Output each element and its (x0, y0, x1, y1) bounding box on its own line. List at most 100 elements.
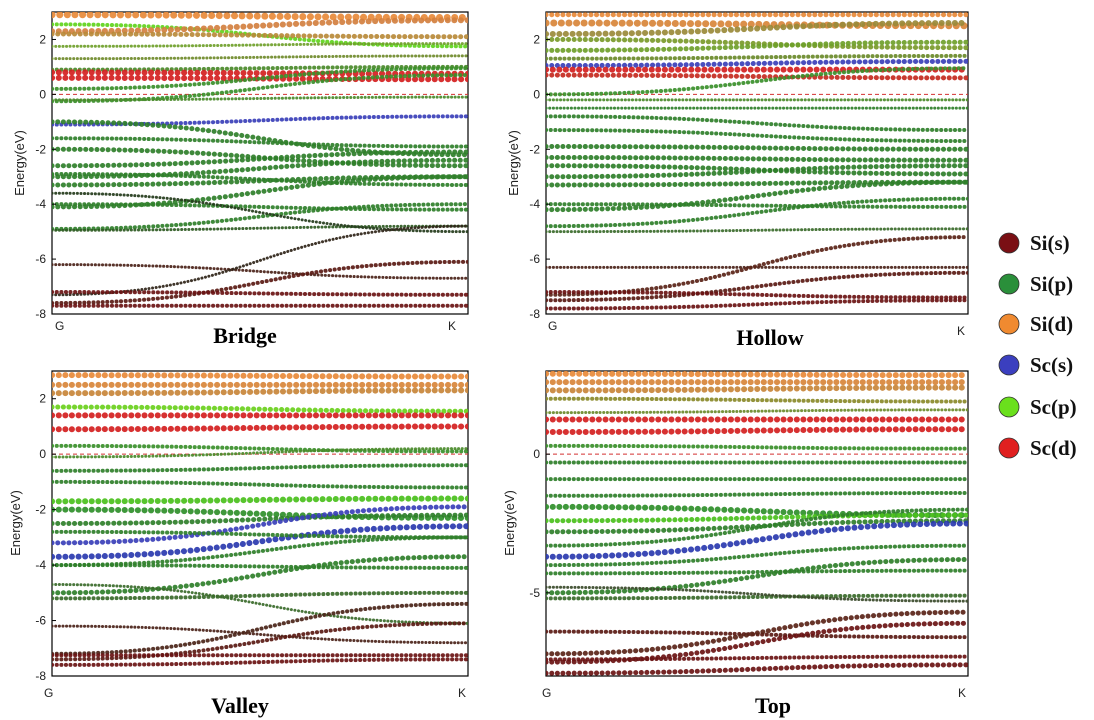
band-line (52, 42, 468, 48)
bands-group (52, 12, 468, 308)
legend-item-si-d: Si(d) (998, 312, 1073, 336)
band-line (52, 601, 468, 656)
band-line (52, 657, 468, 667)
band-line (52, 171, 468, 187)
band-line (52, 202, 468, 231)
y-tick-label: -6 (529, 252, 540, 266)
band-line (546, 371, 968, 379)
legend-label: Sc(d) (1030, 436, 1077, 460)
x-tick-label-g: G (548, 319, 557, 333)
band-line (546, 179, 968, 213)
band-line (546, 443, 968, 451)
bands-group (52, 372, 468, 667)
panel-hollow: Energy(eV) G K Hollow 2 0 -2 -4 -6 -8 (506, 11, 969, 350)
band-line (546, 491, 968, 498)
band-line (52, 31, 468, 40)
y-tick-label: 0 (533, 447, 540, 461)
band-line (52, 95, 468, 102)
band-line (546, 163, 968, 180)
band-line (52, 74, 468, 83)
band-line (52, 463, 468, 473)
x-tick-label-k: K (957, 324, 965, 338)
band-line (546, 520, 968, 560)
y-tick-label: 0 (533, 87, 540, 101)
y-axis-label: Energy(eV) (506, 130, 521, 196)
band-line (546, 290, 968, 300)
legend-label: Si(s) (1030, 231, 1070, 255)
band-line (546, 270, 968, 303)
band-line (52, 66, 468, 91)
band-line (52, 563, 468, 570)
y-tick-label: 2 (39, 392, 46, 406)
band-line (546, 384, 968, 394)
band-line (52, 479, 468, 490)
legend-swatch (998, 273, 1020, 295)
band-line (546, 53, 968, 61)
band-line (546, 39, 968, 53)
x-tick-label-g: G (55, 319, 64, 333)
band-line (52, 529, 468, 540)
band-line (546, 426, 968, 435)
legend: Si(s) Si(p) Si(d) Sc(s) Sc(p) Sc(d) (998, 231, 1077, 460)
band-line (546, 568, 968, 576)
band-line (546, 144, 968, 152)
legend-label: Sc(p) (1030, 395, 1077, 419)
band-line (52, 423, 468, 433)
band-line (546, 620, 968, 665)
x-tick-label-k: K (458, 686, 466, 700)
legend-label: Si(p) (1030, 272, 1073, 296)
band-line (546, 19, 968, 30)
band-line (546, 298, 968, 311)
bands-group (546, 371, 968, 676)
band-line (52, 447, 468, 459)
y-tick-label: -4 (529, 197, 540, 211)
band-line (546, 396, 968, 404)
y-axis-label: Energy(eV) (8, 490, 23, 556)
y-tick-label: -5 (529, 586, 540, 600)
legend-swatch (998, 396, 1020, 418)
band-line (546, 557, 968, 596)
band-line (546, 609, 968, 657)
x-tick-label-k: K (448, 319, 456, 333)
y-tick-label: -6 (35, 252, 46, 266)
legend-swatch (998, 232, 1020, 254)
band-line (546, 408, 968, 415)
legend-item-sc-d: Sc(d) (998, 436, 1077, 460)
band-line (546, 202, 968, 209)
band-line (52, 263, 468, 280)
y-tick-label: 0 (39, 447, 46, 461)
panel-title: Valley (211, 693, 269, 718)
band-line (52, 523, 468, 560)
band-line (52, 621, 468, 662)
y-tick-label: -6 (35, 614, 46, 628)
band-line (546, 19, 968, 37)
y-axis-label: Energy(eV) (502, 490, 517, 556)
band-line (546, 543, 968, 568)
panel-bridge: Energy(eV) G K Bridge 2 0 -2 -4 -6 -8 (12, 11, 469, 348)
legend-swatch (998, 313, 1020, 335)
bands-group (546, 12, 968, 311)
y-tick-label: -2 (529, 142, 540, 156)
band-line (546, 128, 968, 144)
band-line (52, 443, 468, 454)
band-line (52, 259, 468, 306)
legend-label: Sc(s) (1030, 353, 1073, 377)
x-tick-label-k: K (958, 686, 966, 700)
band-line (52, 17, 468, 35)
band-line (52, 590, 468, 601)
band-line (546, 196, 968, 229)
panel-title: Bridge (213, 323, 277, 348)
band-line (546, 227, 968, 234)
band-line (52, 12, 468, 21)
band-line (546, 72, 968, 81)
y-tick-label: 0 (39, 87, 46, 101)
band-line (546, 662, 968, 676)
legend-item-si-s: Si(s) (998, 231, 1070, 255)
band-line (52, 404, 468, 414)
y-tick-label: -4 (35, 197, 46, 211)
y-tick-label: 2 (39, 32, 46, 46)
band-line (52, 387, 468, 397)
band-line (546, 654, 968, 662)
band-line (546, 36, 968, 51)
